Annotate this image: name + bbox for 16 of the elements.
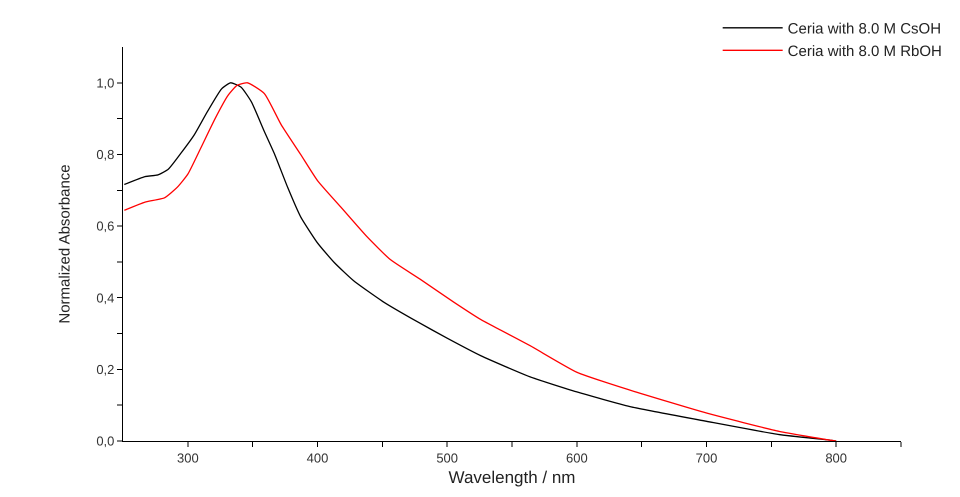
y-tick-label: 1,0: [96, 75, 114, 90]
x-tick-label: 400: [306, 450, 328, 466]
x-tick-label: 300: [176, 450, 199, 466]
y-tick-label: 0,8: [96, 147, 114, 162]
x-tick-label: 800: [825, 450, 848, 466]
y-tick-label: 0,6: [96, 218, 114, 234]
y-axis-title: Normalized Absorbance: [56, 164, 74, 324]
legend-label: Ceria with 8.0 M RbOH: [788, 43, 942, 60]
y-tick-label: 0,2: [96, 362, 114, 377]
y-tick-label: 0,4: [96, 290, 114, 306]
x-tick-label: 500: [436, 450, 458, 466]
x-axis-title: Wavelength / nm: [448, 468, 576, 487]
legend-label: Ceria with 8.0 M CsOH: [788, 20, 942, 38]
x-tick-label: 700: [696, 450, 718, 466]
x-tick-label: 600: [566, 450, 588, 466]
y-tick-label: 0,0: [96, 434, 114, 449]
